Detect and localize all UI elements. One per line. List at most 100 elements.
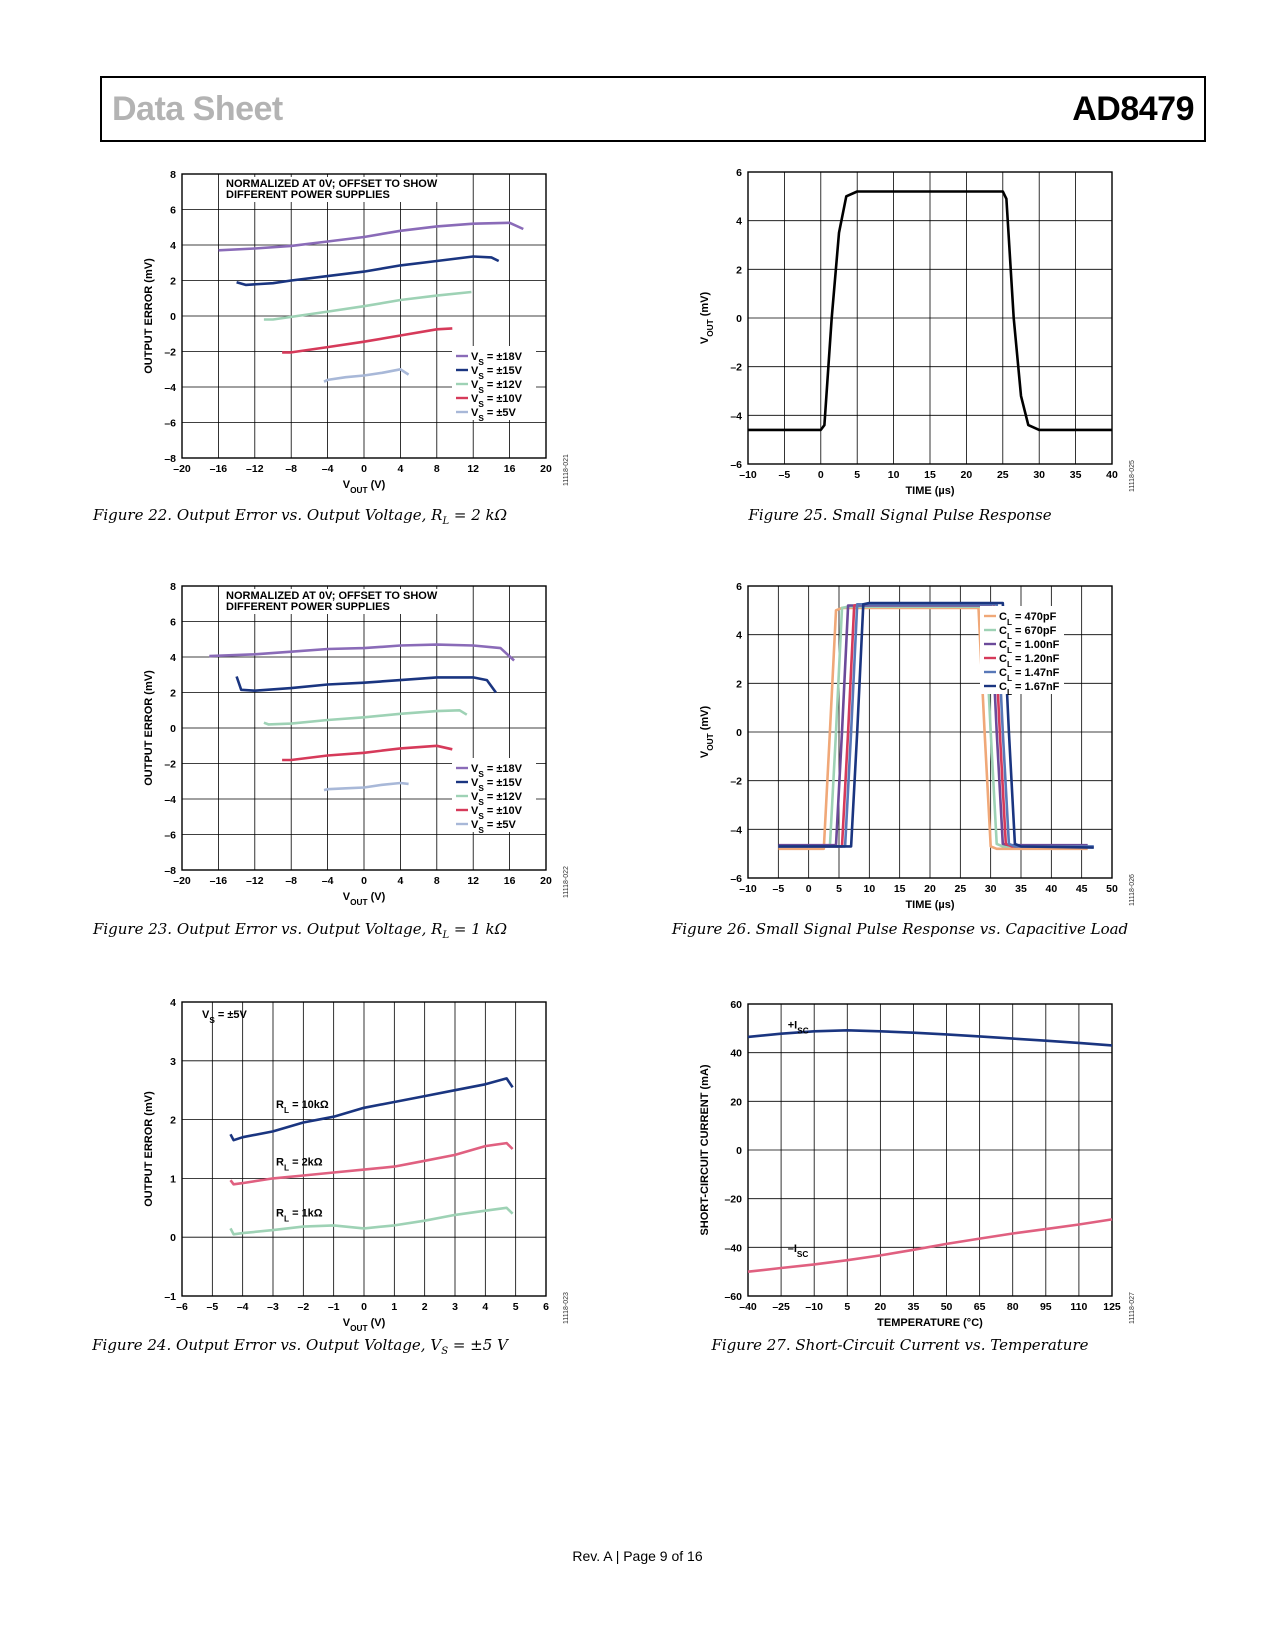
- y-tick-label: 2: [170, 1115, 176, 1127]
- x-tick-label: 50: [1106, 883, 1118, 895]
- y-tick-label: 0: [736, 727, 742, 739]
- series-line-1: [236, 255, 500, 287]
- y-tick-label: 2: [736, 678, 742, 690]
- y-tick-label: –6: [730, 459, 742, 471]
- x-tick-label: 20: [961, 469, 973, 481]
- y-tick-label: 4: [170, 240, 176, 252]
- fig24-chart: –6 –5 –4 –3 –2 –1 0 1 2 3 4 5 6 –1 0 1 2 3 4 VOUT (V) OUTPUT…: [143, 997, 570, 1333]
- figure-code: 11118-021: [563, 454, 570, 486]
- series-line-4: [323, 368, 410, 383]
- x-tick-label: 35: [1070, 469, 1082, 481]
- x-tick-label: 12: [467, 875, 479, 887]
- y-tick-label: –4: [730, 824, 742, 836]
- x-tick-label: 30: [1033, 469, 1045, 481]
- y-axis-label: OUTPUT ERROR (mV): [143, 258, 155, 374]
- legend-entry-3: CL = 1.20nF: [999, 653, 1060, 669]
- x-tick-label: 16: [504, 875, 516, 887]
- x-tick-label: 8: [434, 875, 440, 887]
- x-tick-label: –5: [779, 469, 791, 481]
- x-tick-label: 50: [941, 1301, 953, 1313]
- x-tick-label: –2: [297, 1301, 309, 1313]
- y-tick-label: 4: [736, 216, 742, 228]
- series-line-2: [263, 290, 472, 321]
- x-tick-label: 6: [543, 1301, 549, 1313]
- y-axis-label: VOUT (mV): [699, 706, 715, 759]
- x-tick-label: 0: [361, 463, 367, 475]
- plot-frame: [181, 173, 547, 459]
- series-line-0: [747, 1029, 1113, 1047]
- legend-entry-4: CL = 1.47nF: [999, 667, 1060, 683]
- y-tick-label: –2: [164, 759, 176, 771]
- x-tick-label: 15: [924, 469, 936, 481]
- legend-entry-1: VS = ±15V: [471, 777, 523, 793]
- x-tick-label: 65: [974, 1301, 986, 1313]
- legend-entry-4: VS = ±5V: [471, 407, 517, 423]
- y-tick-label: –8: [164, 865, 176, 877]
- x-tick-label: 1: [391, 1301, 397, 1313]
- plot-frame: [747, 171, 1113, 465]
- x-tick-label: –20: [173, 463, 191, 475]
- y-tick-label: 8: [170, 581, 176, 593]
- x-tick-label: 0: [818, 469, 824, 481]
- fig22-caption: Figure 22. Output Error vs. Output Volta…: [92, 506, 508, 527]
- x-tick-label: –10: [739, 883, 757, 895]
- legend-entry-0: VS = ±18V: [471, 763, 523, 779]
- figure-code: 11118-022: [563, 866, 570, 898]
- x-tick-label: –6: [176, 1301, 188, 1313]
- legend-entry-0: CL = 470pF: [999, 611, 1057, 627]
- y-tick-label: 0: [170, 311, 176, 323]
- title-backdrop: [222, 589, 460, 614]
- y-tick-label: –20: [724, 1194, 742, 1206]
- page-header: Data Sheet AD8479: [100, 76, 1206, 142]
- title-backdrop: [222, 177, 460, 202]
- series-line-4: [323, 781, 409, 792]
- y-tick-label: 0: [170, 723, 176, 735]
- series-label-1: RL = 2kΩ: [276, 1156, 323, 1172]
- legend-entry-4: VS = ±5V: [471, 819, 517, 835]
- y-tick-label: 6: [170, 205, 176, 217]
- x-tick-label: 5: [836, 883, 842, 895]
- figure-code: 11118-026: [1129, 874, 1136, 906]
- series-line-0: [218, 221, 524, 252]
- x-tick-label: 35: [1015, 883, 1027, 895]
- x-tick-label: –4: [322, 463, 334, 475]
- x-tick-label: –25: [772, 1301, 790, 1313]
- y-axis-label: SHORT-CIRCUIT CURRENT (mA): [699, 1064, 711, 1235]
- x-tick-label: 25: [997, 469, 1009, 481]
- series-label-1: –ISC: [788, 1243, 809, 1259]
- x-tick-label: –40: [739, 1301, 757, 1313]
- y-tick-label: 4: [736, 630, 742, 642]
- y-tick-label: 3: [170, 1056, 176, 1068]
- x-tick-label: 10: [863, 883, 875, 895]
- y-tick-label: 6: [170, 617, 176, 629]
- x-tick-label: 95: [1040, 1301, 1052, 1313]
- x-tick-label: –8: [285, 463, 297, 475]
- x-tick-label: 16: [504, 463, 516, 475]
- legend-entry-3: VS = ±10V: [471, 393, 523, 409]
- x-tick-label: –20: [173, 875, 191, 887]
- y-tick-label: 6: [736, 167, 742, 179]
- legend-entry-2: VS = ±12V: [471, 379, 523, 395]
- x-tick-label: 20: [540, 875, 552, 887]
- y-tick-label: –1: [164, 1291, 176, 1303]
- series-label-0: +ISC: [788, 1019, 809, 1035]
- legend-entry-2: VS = ±12V: [471, 791, 523, 807]
- header-section-title: Data Sheet: [112, 90, 283, 128]
- y-tick-label: 6: [736, 581, 742, 593]
- y-tick-label: –4: [730, 410, 742, 422]
- y-tick-label: –40: [724, 1242, 742, 1254]
- y-tick-label: 40: [730, 1048, 742, 1060]
- x-axis-label: VOUT (V): [343, 479, 386, 495]
- x-tick-label: 5: [844, 1301, 850, 1313]
- series-line-1: [747, 1218, 1113, 1273]
- y-tick-label: 2: [170, 276, 176, 288]
- y-tick-label: –8: [164, 453, 176, 465]
- y-tick-label: 1: [170, 1173, 176, 1185]
- plot-frame: [747, 1003, 1113, 1297]
- plot-frame: [747, 585, 1113, 879]
- x-tick-label: 2: [422, 1301, 428, 1313]
- x-tick-label: 12: [467, 463, 479, 475]
- figure-code: 11118-025: [1129, 460, 1136, 492]
